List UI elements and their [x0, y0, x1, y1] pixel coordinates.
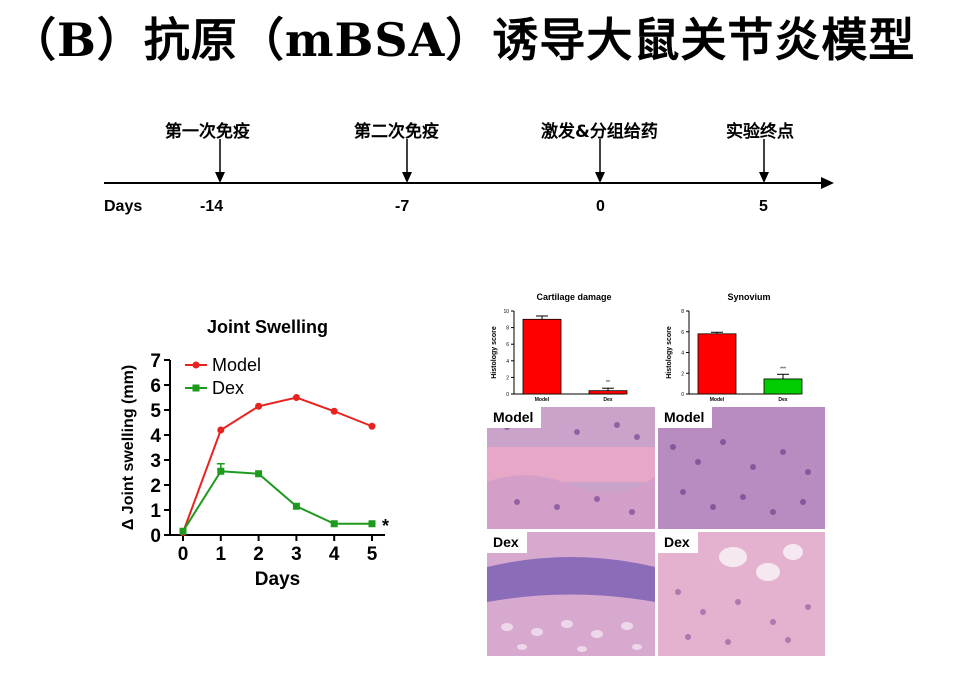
timeline-event-label: 第一次免疫	[165, 122, 250, 142]
timeline-event-label: 激发&分组给药	[541, 122, 658, 142]
series-line	[182, 396, 373, 533]
timeline-axis-label: Days	[104, 198, 143, 215]
data-point	[255, 470, 263, 478]
x-tick-label: 2	[253, 544, 264, 565]
x-tick-label: Dex	[778, 397, 787, 402]
data-point	[368, 422, 376, 430]
timeline-event-label: 实验终点	[726, 122, 794, 142]
timeline-tick: -14	[200, 198, 224, 215]
timeline-tick: 5	[759, 198, 768, 215]
y-tick-label: 0	[506, 392, 509, 398]
y-tick-label: 4	[506, 359, 509, 365]
histology-image: Dex	[658, 532, 825, 656]
histology-label: Dex	[658, 532, 698, 553]
histology-image: Model	[487, 407, 655, 529]
chart-title: Joint Swelling	[207, 317, 328, 337]
y-tick-label: 6	[150, 376, 161, 397]
x-tick-label: 0	[178, 544, 189, 565]
data-point	[179, 527, 187, 535]
bar	[697, 333, 737, 395]
data-point	[368, 520, 376, 528]
y-tick-label: 6	[506, 342, 509, 348]
synovium-chart: Synovium Histology score 0 2 4 6 8 Model Dex ***	[666, 292, 803, 402]
histology-texture	[487, 407, 655, 529]
bar	[763, 378, 803, 395]
figure-title: （B）抗原（mBSA）诱导大鼠关节炎模型	[10, 13, 916, 67]
data-point	[292, 394, 300, 401]
y-axis-label: Histology score	[666, 326, 673, 379]
y-tick-label: 5	[150, 401, 161, 422]
cartilage-damage-chart: Cartilage damage Histology score 0 2 4 6 8 10 Mo…	[491, 292, 628, 402]
y-tick-label: 1	[150, 501, 161, 522]
data-point	[330, 520, 338, 528]
x-axis-label: Days	[255, 569, 300, 590]
x-tick-label: 1	[216, 544, 227, 565]
y-tick-label: 2	[506, 375, 509, 381]
timeline-tick: 0	[596, 198, 605, 215]
timeline-event-label: 第二次免疫	[354, 122, 439, 142]
chart-title: Synovium	[727, 292, 770, 302]
x-tick-label: Model	[710, 397, 725, 402]
histology-label: Dex	[487, 532, 527, 553]
data-point	[255, 402, 263, 410]
x-tick-label: 3	[291, 544, 302, 565]
y-axis-label: Histology score	[491, 326, 498, 379]
data-point	[292, 502, 300, 510]
y-tick-label: 2	[150, 476, 161, 497]
timeline-tick: -7	[395, 198, 410, 215]
significance-marker: *	[382, 516, 389, 536]
x-tick-label: 4	[329, 544, 340, 565]
x-tick-label: Dex	[603, 397, 612, 402]
y-tick-label: 6	[681, 330, 684, 336]
y-tick-label: 3	[150, 451, 161, 472]
y-tick-label: 0	[150, 526, 161, 547]
histology-image: Model	[658, 407, 825, 529]
y-tick-label: 0	[681, 392, 684, 398]
y-tick-label: 7	[150, 351, 161, 372]
bar	[588, 390, 628, 395]
y-tick-label: 4	[681, 351, 684, 357]
histology-label: Model	[487, 407, 542, 428]
histology-image: Dex	[487, 532, 655, 656]
timeline-axis	[104, 139, 834, 189]
series-line	[182, 470, 372, 532]
legend-label: Dex	[212, 378, 244, 398]
legend-marker	[192, 361, 200, 369]
histology-texture	[487, 532, 655, 656]
significance-marker: ***	[780, 366, 786, 372]
x-tick-label: 5	[367, 544, 378, 565]
chart-title: Cartilage damage	[536, 292, 611, 302]
y-axis-label: Δ Joint swelling (mm)	[120, 365, 137, 530]
x-tick-label: Model	[535, 397, 550, 402]
data-point	[330, 407, 338, 415]
joint-swelling-chart: Joint Swelling 0 1 2 3 4 5 6 7 0 1 2 3 4 5 Days Δ Joint …	[120, 317, 389, 590]
data-point	[217, 426, 225, 434]
histology-label: Model	[658, 407, 713, 428]
y-tick-label: 8	[681, 309, 684, 315]
y-tick-label: 8	[506, 326, 509, 332]
legend-label: Model	[212, 355, 261, 375]
y-tick-label: 10	[503, 309, 509, 315]
y-tick-label: 4	[150, 426, 161, 447]
legend-marker	[192, 384, 200, 392]
y-tick-label: 2	[681, 371, 684, 377]
significance-marker: **	[606, 380, 610, 386]
bar	[522, 318, 562, 395]
